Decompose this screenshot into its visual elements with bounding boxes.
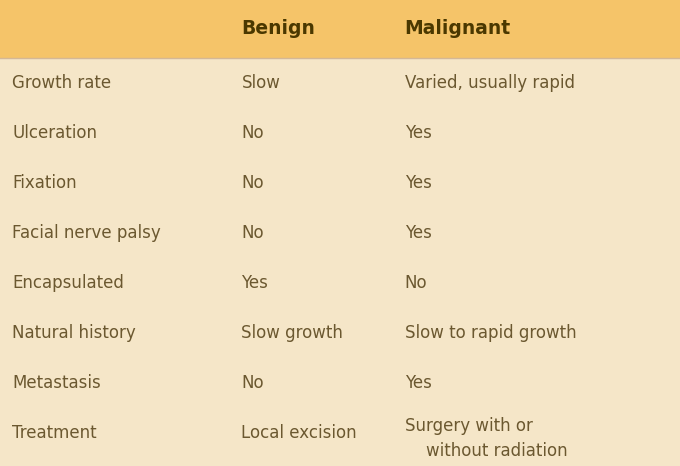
Text: Slow growth: Slow growth xyxy=(241,324,343,342)
Text: Growth rate: Growth rate xyxy=(12,74,112,92)
Text: Natural history: Natural history xyxy=(12,324,136,342)
Text: No: No xyxy=(405,274,427,292)
Text: Yes: Yes xyxy=(405,374,432,392)
Text: Varied, usually rapid: Varied, usually rapid xyxy=(405,74,575,92)
Text: Surgery with or
    without radiation: Surgery with or without radiation xyxy=(405,417,567,460)
Text: Malignant: Malignant xyxy=(405,20,511,39)
Text: Yes: Yes xyxy=(241,274,269,292)
Text: Benign: Benign xyxy=(241,20,316,39)
Text: Treatment: Treatment xyxy=(12,424,97,442)
Text: Metastasis: Metastasis xyxy=(12,374,101,392)
Text: No: No xyxy=(241,224,264,242)
Text: No: No xyxy=(241,124,264,142)
Text: Encapsulated: Encapsulated xyxy=(12,274,124,292)
Text: Yes: Yes xyxy=(405,224,432,242)
Text: Slow: Slow xyxy=(241,74,280,92)
Text: No: No xyxy=(241,174,264,192)
Text: Local excision: Local excision xyxy=(241,424,357,442)
Text: Slow to rapid growth: Slow to rapid growth xyxy=(405,324,576,342)
Text: Facial nerve palsy: Facial nerve palsy xyxy=(12,224,161,242)
Text: Yes: Yes xyxy=(405,174,432,192)
Text: Ulceration: Ulceration xyxy=(12,124,97,142)
Text: Fixation: Fixation xyxy=(12,174,77,192)
Text: No: No xyxy=(241,374,264,392)
Bar xyxy=(0,0,680,58)
Text: Yes: Yes xyxy=(405,124,432,142)
